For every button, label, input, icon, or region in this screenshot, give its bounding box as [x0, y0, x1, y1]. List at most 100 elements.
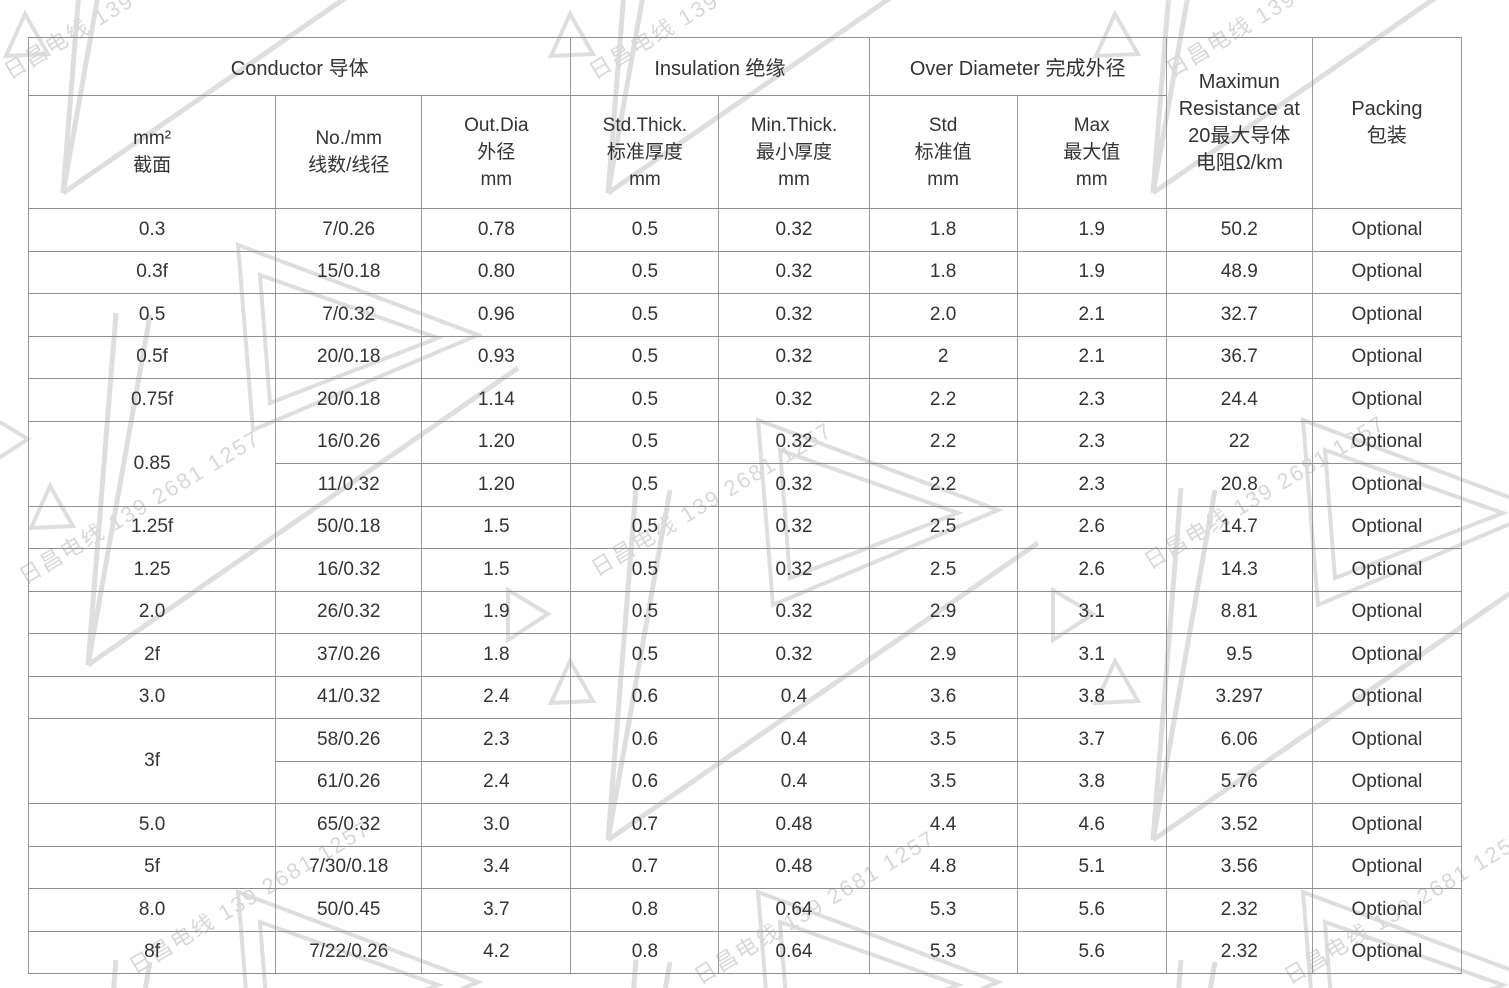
cell: 0.32: [718, 335, 870, 379]
cell: Optional: [1311, 548, 1463, 592]
cell-size: 0.3f: [27, 250, 277, 294]
cell: Optional: [1311, 250, 1463, 294]
table-row: 0.75f 20/0.18 1.14 0.5 0.32 2.2 2.3 24.4…: [27, 378, 1463, 422]
cell: 50.2: [1165, 208, 1313, 252]
cell: 2.32: [1165, 888, 1313, 932]
cell: 0.32: [718, 208, 870, 252]
cell: 3.56: [1165, 845, 1313, 889]
table-row: 8f 7/22/0.26 4.2 0.8 0.64 5.3 5.6 2.32 O…: [27, 930, 1463, 974]
cell: 0.6: [570, 675, 720, 719]
table-row: 61/0.26 2.4 0.6 0.4 3.5 3.8 5.76 Optiona…: [29, 760, 1463, 804]
cell: 0.4: [718, 718, 870, 762]
cell-size: 0.5f: [27, 335, 277, 379]
cell: 0.5: [570, 420, 720, 464]
cell: 2.5: [868, 505, 1018, 549]
table-row: 3f 58/0.26 2.3 0.6 0.4 3.5 3.7 6.06 Opti…: [27, 718, 1463, 804]
cell: 5.3: [868, 930, 1018, 974]
cell: 0.32: [718, 590, 870, 634]
cell: Optional: [1311, 590, 1463, 634]
cell: 1.9: [1016, 208, 1167, 252]
cell: 20/0.18: [275, 335, 423, 379]
cell: 7/30/0.18: [275, 845, 423, 889]
table-row: 2f 37/0.26 1.8 0.5 0.32 2.9 3.1 9.5 Opti…: [27, 633, 1463, 677]
cell: 41/0.32: [275, 675, 423, 719]
cell-size: 8.0: [27, 888, 277, 932]
cell: 3.6: [868, 675, 1018, 719]
cell-size: 5.0: [27, 803, 277, 847]
cell: Optional: [1311, 463, 1463, 507]
cell: 0.8: [570, 930, 720, 974]
cell: 2.2: [868, 420, 1018, 464]
cell: 0.6: [570, 760, 720, 804]
cell: 4.8: [868, 845, 1018, 889]
cell: 0.32: [718, 548, 870, 592]
cell-size: 3.0: [27, 675, 277, 719]
cell: 2.1: [1016, 335, 1167, 379]
cell: 5.76: [1165, 760, 1313, 804]
cell: Optional: [1311, 208, 1463, 252]
cell: 1.14: [421, 378, 572, 422]
cell: 0.6: [570, 718, 720, 762]
cell: 2.3: [1016, 420, 1167, 464]
cell: 3.7: [421, 888, 572, 932]
cell-size: 2.0: [27, 590, 277, 634]
cell: 0.48: [718, 845, 870, 889]
group-header-conductor: Conductor 导体: [27, 37, 572, 96]
cell: 0.32: [718, 633, 870, 677]
cell: 0.4: [718, 675, 870, 719]
table-row: 11/0.32 1.20 0.5 0.32 2.2 2.3 20.8 Optio…: [29, 463, 1463, 507]
cell: Optional: [1311, 505, 1463, 549]
cell: 16/0.26: [275, 420, 423, 464]
cell: 0.5: [570, 590, 720, 634]
cell: 2.2: [868, 378, 1018, 422]
cell: 1.5: [421, 548, 572, 592]
cell-size: 8f: [27, 930, 277, 974]
cell-size: 1.25f: [27, 505, 277, 549]
cell: 2.0: [868, 293, 1018, 337]
cell: 2.1: [1016, 293, 1167, 337]
table-row: 0.3 7/0.26 0.78 0.5 0.32 1.8 1.9 50.2 Op…: [27, 208, 1463, 252]
group-header-insulation: Insulation 绝缘: [570, 37, 870, 96]
cell: 1.5: [421, 505, 572, 549]
cell: 3.0: [421, 803, 572, 847]
cell: 2: [868, 335, 1018, 379]
cell-size: 0.5: [27, 293, 277, 337]
cell: 0.5: [570, 505, 720, 549]
cell: 24.4: [1165, 378, 1313, 422]
table-row: 1.25f 50/0.18 1.5 0.5 0.32 2.5 2.6 14.7 …: [27, 505, 1463, 549]
cell: 11/0.32: [275, 463, 423, 507]
cell-size: 5f: [27, 845, 277, 889]
cell: 1.8: [868, 208, 1018, 252]
cell: 0.7: [570, 845, 720, 889]
cell: 4.4: [868, 803, 1018, 847]
cell: 0.5: [570, 378, 720, 422]
cell: 9.5: [1165, 633, 1313, 677]
cell: 3.52: [1165, 803, 1313, 847]
cell: 2.4: [421, 675, 572, 719]
cell: 2.4: [421, 760, 572, 804]
column-header-strands: No./mm 线数/线径: [275, 95, 423, 209]
cell: 5.6: [1016, 930, 1167, 974]
table-row: 3.0 41/0.32 2.4 0.6 0.4 3.6 3.8 3.297 Op…: [27, 675, 1463, 719]
cell: Optional: [1311, 803, 1463, 847]
cell: 7/0.26: [275, 208, 423, 252]
cell: 2.6: [1016, 548, 1167, 592]
table-row: 0.5f 20/0.18 0.93 0.5 0.32 2 2.1 36.7 Op…: [27, 335, 1463, 379]
cell-size: 0.75f: [27, 378, 277, 422]
cell: 2.9: [868, 590, 1018, 634]
cell: 0.93: [421, 335, 572, 379]
cell-size: 0.3: [27, 208, 277, 252]
cell: 3.8: [1016, 675, 1167, 719]
cell: 22: [1165, 420, 1313, 464]
cell: 0.5: [570, 335, 720, 379]
cell: Optional: [1311, 293, 1463, 337]
table-row: 2.0 26/0.32 1.9 0.5 0.32 2.9 3.1 8.81 Op…: [27, 590, 1463, 634]
cell: 1.9: [1016, 250, 1167, 294]
column-header-resistance: Maximun Resistance at 20最大导体 电阻Ω/km: [1165, 37, 1313, 209]
cell: 4.6: [1016, 803, 1167, 847]
cell-size: 3f: [27, 718, 277, 804]
cell: 37/0.26: [275, 633, 423, 677]
cell: 0.7: [570, 803, 720, 847]
cell: Optional: [1311, 888, 1463, 932]
cell: 20.8: [1165, 463, 1313, 507]
